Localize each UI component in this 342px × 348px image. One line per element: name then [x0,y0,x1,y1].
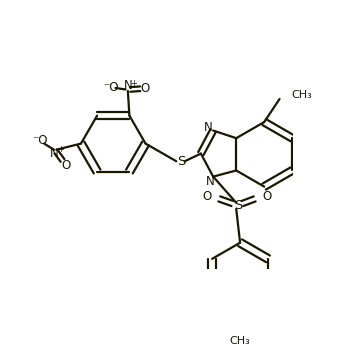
Text: S: S [234,199,243,212]
Text: O: O [140,82,149,95]
Text: O: O [61,159,70,172]
Text: ⁻O: ⁻O [103,81,119,94]
Text: ⁻O: ⁻O [32,134,47,147]
Text: N: N [204,121,213,134]
Text: S: S [177,155,185,168]
Text: N: N [206,175,214,188]
Text: CH₃: CH₃ [292,90,313,100]
Text: N: N [50,147,58,160]
Text: +: + [130,79,137,88]
Text: O: O [202,190,212,203]
Text: N: N [123,79,132,92]
Text: O: O [262,190,272,203]
Text: CH₃: CH₃ [230,337,250,347]
Text: +: + [57,145,64,154]
